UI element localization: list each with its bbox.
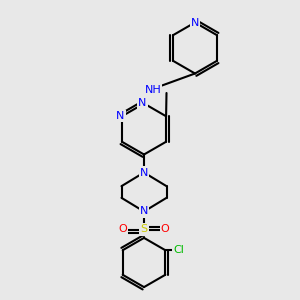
Text: N: N [140,206,148,217]
Text: O: O [160,224,169,235]
Text: O: O [118,224,127,235]
Text: N: N [116,111,124,121]
Text: S: S [140,224,148,235]
Text: N: N [191,17,199,28]
Text: N: N [140,167,148,178]
Text: Cl: Cl [173,245,184,255]
Text: NH: NH [145,85,161,95]
Text: N: N [138,98,147,109]
